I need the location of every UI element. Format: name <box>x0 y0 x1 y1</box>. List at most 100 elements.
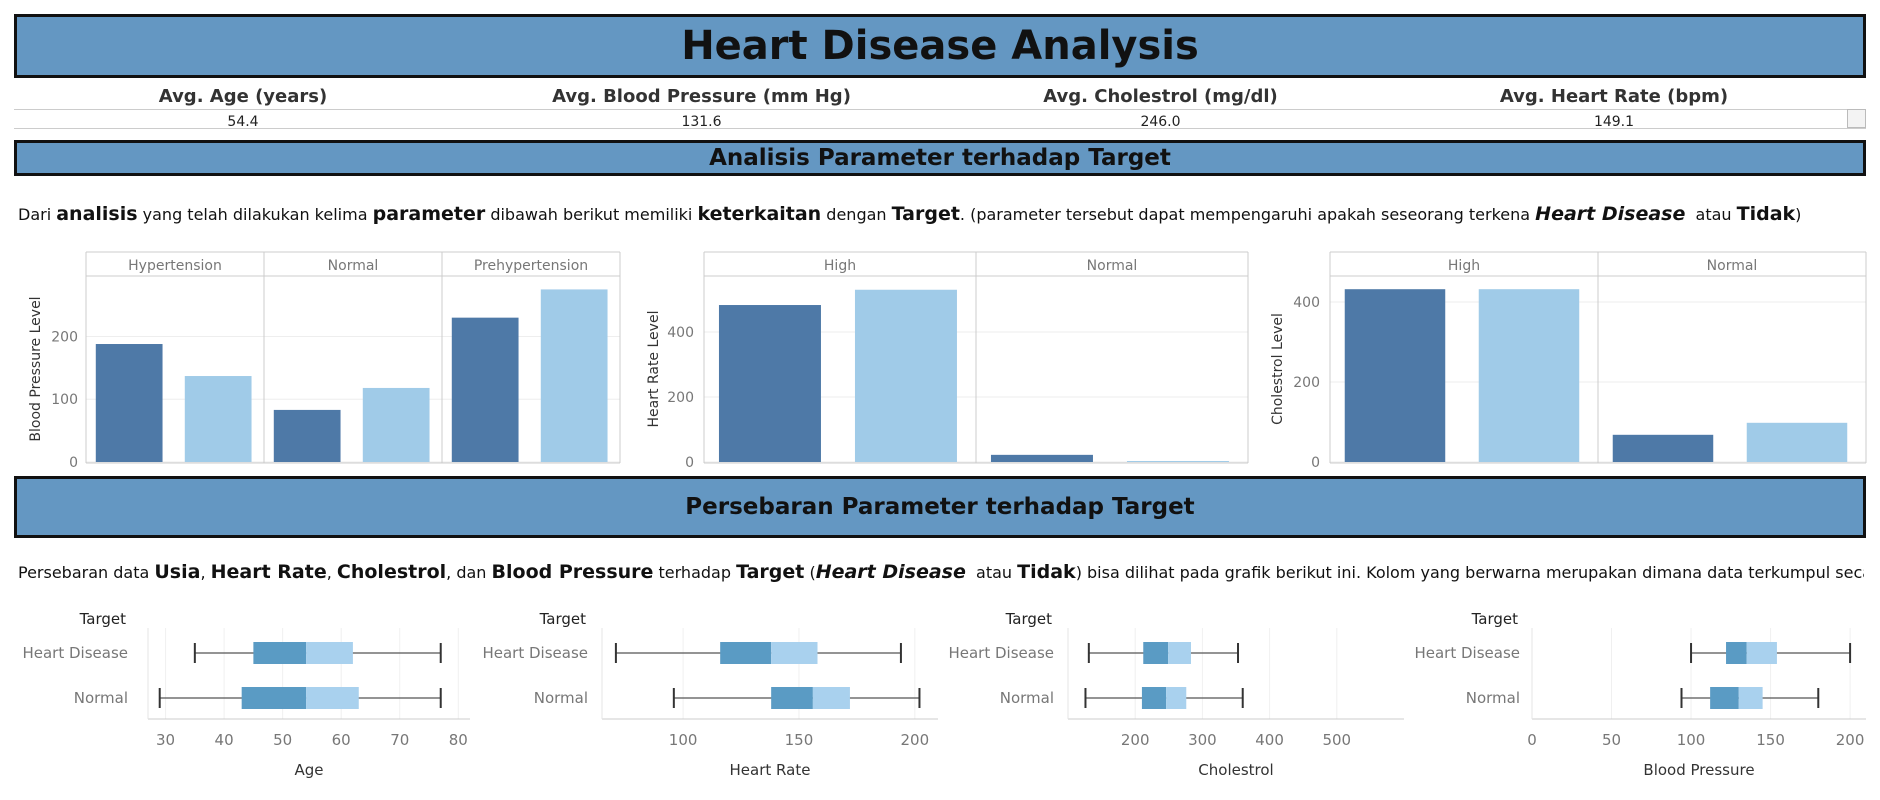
box-lower <box>1143 642 1169 664</box>
description-segment: Usia <box>154 561 201 583</box>
panel-header: High <box>824 258 856 274</box>
kpi-value: 149.1 <box>1593 114 1635 130</box>
legend-title: Target <box>539 610 587 628</box>
description-segment: dengan <box>821 205 892 224</box>
bar <box>1344 289 1446 462</box>
y-tick-label: 400 <box>667 325 694 341</box>
x-tick-label: 30 <box>156 731 175 749</box>
box-plot-1 <box>147 628 470 720</box>
legend-title: Target <box>1005 610 1053 628</box>
box-upper <box>1166 687 1187 709</box>
description-segment: Cholestrol <box>336 561 447 583</box>
description-segment: parameter <box>372 203 486 225</box>
distribution-description: Persebaran data Usia, Heart Rate, Choles… <box>18 561 1864 583</box>
kpi-divider <box>14 128 1866 129</box>
description-segment: atau <box>1685 205 1737 224</box>
description-segment: Persebaran data <box>18 563 155 582</box>
panel-header: Normal <box>1087 258 1138 274</box>
kpi-value: 246.0 <box>1140 114 1181 130</box>
bar-chart-3 <box>1329 251 1867 464</box>
x-tick-label: 100 <box>1677 731 1706 749</box>
bar <box>1478 289 1580 462</box>
kpi-avg-heart-rate: Avg. Heart Rate (bpm) 149.1 <box>1390 84 1838 130</box>
y-axis-label: Blood Pressure Level <box>28 296 44 441</box>
kpi-label: Avg. Heart Rate (bpm) <box>1499 86 1729 107</box>
legend-title: Target <box>1471 610 1519 628</box>
description-segment: . (parameter tersebut dapat mempengaruhi… <box>959 205 1536 224</box>
category-label: Normal <box>1466 689 1520 707</box>
bar <box>1746 422 1848 462</box>
x-tick-label: 150 <box>785 731 814 749</box>
y-tick-label: 400 <box>1293 295 1320 311</box>
description-segment: Heart Disease <box>1535 203 1686 225</box>
y-tick-label: 200 <box>1293 375 1320 391</box>
x-tick-label: 60 <box>332 731 351 749</box>
kpi-avg-cholestrol: Avg. Cholestrol (mg/dl) 246.0 <box>940 84 1381 130</box>
kpi-label: Avg. Blood Pressure (mm Hg) <box>552 86 851 107</box>
x-tick-label: 150 <box>1756 731 1785 749</box>
box-lower <box>1710 687 1739 709</box>
scroll-handle[interactable] <box>1847 109 1866 128</box>
kpi-avg-blood-pressure: Avg. Blood Pressure (mm Hg) 131.6 <box>477 84 926 130</box>
x-axis-label: Blood Pressure <box>1643 761 1754 779</box>
category-label: Normal <box>74 689 128 707</box>
category-label: Heart Disease <box>948 644 1054 662</box>
box-lower <box>771 687 813 709</box>
description-segment: Dari <box>18 205 57 224</box>
box-lower <box>720 642 772 664</box>
x-tick-label: 200 <box>901 731 930 749</box>
legend-title: Target <box>79 610 127 628</box>
panel-header: High <box>1448 258 1480 274</box>
category-label: Normal <box>534 689 588 707</box>
x-tick-label: 70 <box>390 731 409 749</box>
y-axis-label: Heart Rate Level <box>646 311 662 428</box>
kpi-avg-age: Avg. Age (years) 54.4 <box>14 84 472 130</box>
x-tick-label: 50 <box>1602 731 1621 749</box>
box-upper <box>812 687 850 709</box>
description-segment: Blood Pressure <box>491 561 654 583</box>
kpi-label: Avg. Cholestrol (mg/dl) <box>1043 86 1278 107</box>
x-tick-label: 300 <box>1188 731 1217 749</box>
x-tick-label: 40 <box>215 731 234 749</box>
x-tick-label: 200 <box>1121 731 1150 749</box>
bar <box>854 289 957 462</box>
box-upper <box>306 687 359 709</box>
description-segment: , dan <box>446 563 492 582</box>
panel-header: Hypertension <box>128 258 222 274</box>
x-tick-label: 200 <box>1836 731 1865 749</box>
description-segment: Target <box>736 561 805 583</box>
description-segment: ( <box>804 563 816 582</box>
description-segment: Tidak <box>1017 561 1076 583</box>
description-segment: Heart Disease <box>815 561 966 583</box>
box-upper <box>1168 642 1191 664</box>
box-lower <box>1726 642 1747 664</box>
description-segment: , <box>200 563 211 582</box>
x-tick-label: 50 <box>273 731 292 749</box>
bar <box>718 305 821 462</box>
box-plot-3 <box>1067 628 1404 720</box>
category-label: Heart Disease <box>22 644 128 662</box>
box-plot-2 <box>601 628 938 720</box>
category-label: Heart Disease <box>1414 644 1520 662</box>
x-axis-label: Cholestrol <box>1198 761 1273 779</box>
description-segment: Tidak <box>1736 203 1796 225</box>
description-segment: ) <box>1795 205 1802 224</box>
kpi-divider <box>14 109 1866 110</box>
y-tick-label: 200 <box>51 329 78 345</box>
category-label: Normal <box>1000 689 1054 707</box>
section-title-analysis: Analisis Parameter terhadap Target <box>14 140 1866 176</box>
description-segment: Target <box>891 203 960 225</box>
y-tick-label: 0 <box>685 455 694 471</box>
bar <box>362 387 430 462</box>
x-axis-label: Heart Rate <box>730 761 811 779</box>
kpi-label: Avg. Age (years) <box>158 86 328 107</box>
x-tick-label: 0 <box>1527 731 1537 749</box>
bar <box>95 344 163 462</box>
y-tick-label: 0 <box>69 455 78 471</box>
bar-chart-2 <box>703 251 1249 464</box>
bar <box>540 289 608 462</box>
description-segment: keterkaitan <box>697 203 822 225</box>
box-upper <box>306 642 353 664</box>
y-tick-label: 0 <box>1311 455 1320 471</box>
